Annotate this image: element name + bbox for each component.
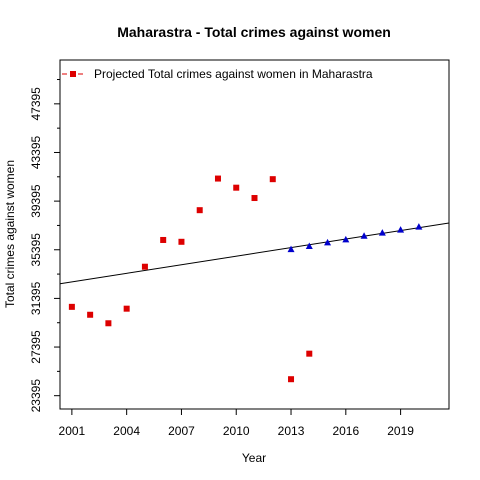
trend-line	[59, 222, 450, 285]
y-axis-label: Total crimes against women	[3, 160, 17, 308]
x-tick-label: 2016	[332, 424, 359, 438]
x-tick-label: 2004	[113, 424, 140, 438]
x-tick-label: 2010	[223, 424, 250, 438]
data-point-square	[178, 238, 185, 245]
y-tick-label: 47395	[29, 87, 43, 121]
series-layer	[68, 175, 423, 383]
legend-square-marker	[70, 71, 76, 77]
data-point-square	[251, 195, 258, 202]
y-tick-label: 35395	[29, 233, 43, 267]
data-point-square	[105, 320, 112, 327]
data-point-square	[87, 311, 94, 318]
data-point-square	[196, 207, 203, 214]
data-point-square	[288, 376, 295, 383]
plot-frame	[59, 59, 450, 410]
data-point-square	[214, 175, 221, 182]
x-axis-label: Year	[242, 451, 266, 465]
x-tick-label: 2019	[387, 424, 414, 438]
y-tick-label: 23395	[29, 379, 43, 413]
y-axis: 23395 27395 31395 35395 39395 43395 47395	[29, 79, 60, 413]
data-point-square	[233, 184, 240, 191]
data-point-triangle	[287, 245, 295, 253]
x-axis: 2001 2004 2007 2010 2013 2016 2019	[59, 409, 414, 438]
y-tick-label: 43395	[29, 135, 43, 169]
y-tick-label: 31395	[29, 281, 43, 315]
legend: Projected Total crimes against women in …	[62, 67, 373, 81]
y-tick-label: 39395	[29, 184, 43, 218]
data-point-triangle	[342, 235, 350, 243]
chart-title: Maharastra - Total crimes against women	[117, 24, 391, 40]
data-point-square	[269, 176, 276, 183]
data-point-square	[160, 236, 167, 243]
legend-label: Projected Total crimes against women in …	[94, 67, 373, 81]
data-point-triangle	[324, 238, 332, 246]
data-point-triangle	[305, 242, 313, 250]
data-point-square	[123, 305, 130, 312]
data-point-triangle	[415, 223, 423, 230]
data-point-square	[68, 303, 75, 310]
data-point-triangle	[360, 232, 368, 239]
x-tick-label: 2013	[278, 424, 305, 438]
data-point-triangle	[397, 226, 405, 233]
data-point-square	[306, 350, 313, 357]
x-tick-label: 2001	[59, 424, 86, 438]
data-point-triangle	[378, 229, 386, 236]
x-tick-label: 2007	[168, 424, 195, 438]
data-point-square	[141, 263, 148, 270]
y-tick-label: 27395	[29, 330, 43, 364]
